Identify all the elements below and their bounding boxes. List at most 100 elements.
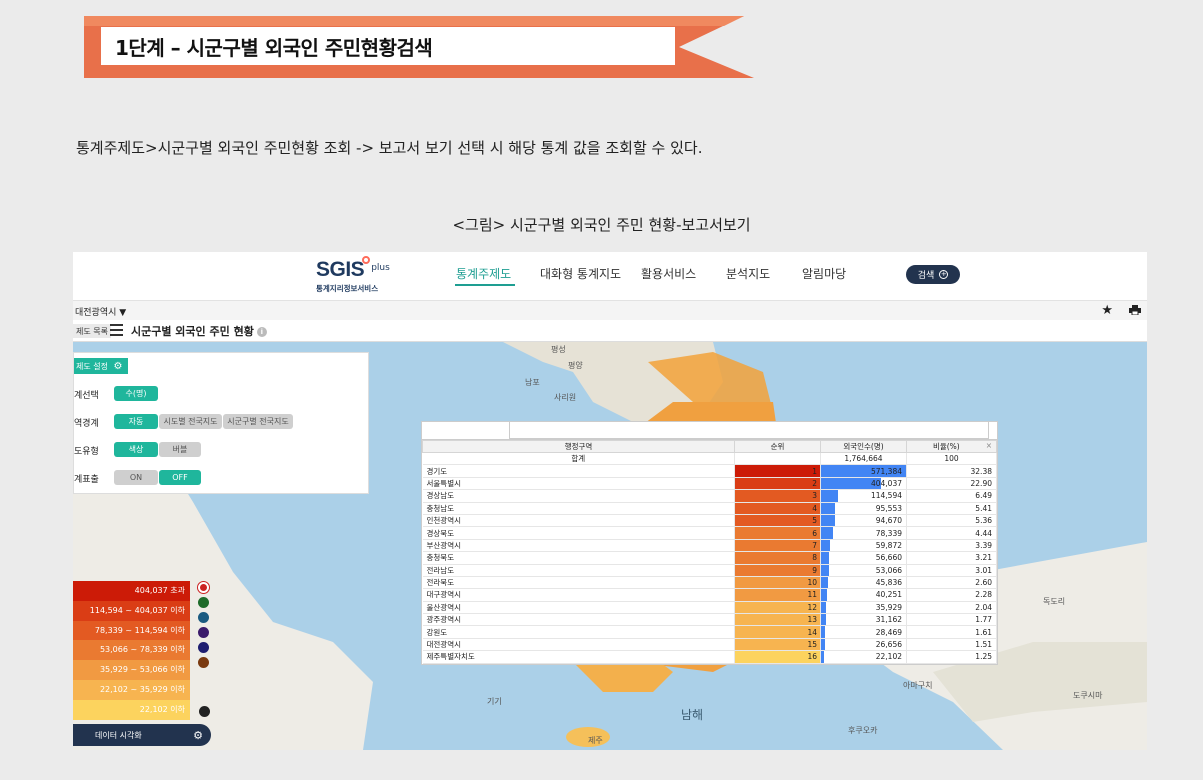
report-panel: 행정구역 순위 외국인수(명) 비율(%) × 합계 1,764,664 100… [421, 421, 998, 665]
total-ratio: 100 [906, 452, 997, 466]
map-list-tab[interactable]: 제도 목록 [73, 324, 111, 338]
ratio-cell: 6.49 [906, 489, 997, 503]
figure-caption: <그림> 시군구별 외국인 주민 현황-보고서보기 [452, 216, 751, 234]
title-bar: 제도 목록 시군구별 외국인 주민 현황 i [73, 320, 1147, 342]
count-value: 114,594 [870, 491, 902, 501]
rank-cell: 12 [734, 601, 821, 615]
count-cell: 114,594 [820, 489, 907, 503]
color-swatch-green[interactable] [198, 597, 209, 608]
rank-cell: 16 [734, 650, 821, 664]
count-bar [821, 651, 825, 663]
total-rank [734, 452, 821, 466]
search-button[interactable]: 검색 + [906, 265, 960, 284]
map-label-namhae: 남해 [681, 708, 704, 722]
count-cell: 571,384 [820, 464, 907, 478]
table-row[interactable]: 제주특별자치도 16 22,102 1.25 [422, 650, 997, 664]
count-bar [821, 614, 826, 626]
chip-bubble[interactable]: 버블 [159, 442, 201, 457]
map-legend: 404,037 초과 114,594 ~ 404,037 이하 78,339 ~… [73, 581, 190, 720]
chip-color[interactable]: 색상 [114, 442, 158, 457]
count-cell: 404,037 [820, 477, 907, 491]
region-cell: 강원도 [422, 625, 735, 639]
count-value: 95,553 [875, 503, 902, 513]
nav-notice[interactable]: 알림마당 [802, 267, 847, 281]
region-cell: 대구광역시 [422, 588, 735, 602]
count-value: 31,162 [875, 615, 902, 625]
table-row[interactable]: 서울특별시 2 404,037 22.90 [422, 477, 997, 491]
info-icon[interactable]: i [256, 327, 267, 337]
region-select[interactable]: 대전광역시 ▼ [75, 308, 127, 318]
sgis-logo[interactable]: SGIS plus 통계지리정보서비스 [316, 256, 390, 294]
nav-services[interactable]: 활용서비스 [641, 267, 697, 281]
count-cell: 45,836 [820, 576, 907, 590]
table-row[interactable]: 인천광역시 5 94,670 5.36 [422, 514, 997, 528]
count-cell: 40,251 [820, 588, 907, 602]
chip-auto[interactable]: 자동 [114, 414, 158, 429]
sgis-screenshot: SGIS plus 통계지리정보서비스 통계주제도 대화형 통계지도 활용서비스 … [73, 252, 1147, 750]
rank-cell: 10 [734, 576, 821, 590]
chip-count[interactable]: 수(명) [114, 386, 158, 401]
table-row[interactable]: 대구광역시 11 40,251 2.28 [422, 588, 997, 602]
count-value: 404,037 [870, 478, 902, 488]
color-swatch-purple[interactable] [198, 627, 209, 638]
chip-on[interactable]: ON [114, 470, 158, 485]
table-row[interactable]: 울산광역시 12 35,929 2.04 [422, 601, 997, 615]
close-icon[interactable]: × [985, 441, 992, 450]
menu-icon[interactable] [110, 324, 123, 336]
count-value: 94,670 [875, 516, 902, 526]
map-label-nampo: 남포 [525, 378, 540, 387]
chip-sigungu-map[interactable]: 시군구별 전국지도 [223, 414, 293, 429]
nav-active-underline [455, 284, 515, 286]
gear-icon[interactable]: ⚙ [113, 361, 123, 372]
star-icon[interactable]: ★ [1101, 303, 1113, 318]
data-visualization-bar[interactable]: 데이터 시각화 ⚙ [73, 724, 211, 746]
region-cell: 경상북도 [422, 526, 735, 540]
table-row[interactable]: 전라남도 9 53,066 3.01 [422, 564, 997, 577]
print-icon[interactable] [1129, 305, 1141, 315]
table-row[interactable]: 충청북도 8 56,660 3.21 [422, 551, 997, 565]
rank-cell: 6 [734, 526, 821, 540]
settings-header: 제도 설정 ⚙ [74, 358, 128, 374]
step-banner: 1단계 – 시군구별 외국인 주민현황검색 [84, 16, 754, 78]
ratio-cell: 2.60 [906, 576, 997, 590]
nav-interactive-map[interactable]: 대화형 통계지도 [540, 267, 622, 281]
table-row[interactable]: 경기도 1 571,384 32.38 [422, 464, 997, 478]
chip-off[interactable]: OFF [159, 470, 201, 485]
plus-circle-icon: + [939, 270, 949, 279]
chip-sido-map[interactable]: 시도별 전국지도 [159, 414, 222, 429]
ratio-cell: 22.90 [906, 477, 997, 491]
color-swatch-navy[interactable] [198, 642, 209, 653]
count-value: 78,339 [875, 528, 902, 538]
top-navigation: SGIS plus 통계지리정보서비스 통계주제도 대화형 통계지도 활용서비스 … [73, 252, 1147, 298]
table-row[interactable]: 부산광역시 7 59,872 3.39 [422, 539, 997, 553]
rank-cell: 14 [734, 625, 821, 639]
count-value: 22,102 [875, 652, 902, 662]
count-bar [821, 490, 838, 502]
color-swatch-red[interactable] [198, 582, 209, 593]
table-row[interactable]: 충청남도 4 95,553 5.41 [422, 502, 997, 515]
ratio-cell: 2.28 [906, 588, 997, 602]
legend-row: 114,594 ~ 404,037 이하 [73, 600, 190, 621]
count-cell: 28,469 [820, 625, 907, 639]
gear-icon[interactable]: ⚙ [193, 728, 203, 742]
region-cell: 충청남도 [422, 502, 735, 515]
settings-title: 제도 설정 [76, 362, 108, 371]
table-row[interactable]: 강원도 14 28,469 1.61 [422, 625, 997, 639]
settings-row-label-stat: 계선택 [74, 391, 99, 401]
rank-cell: 1 [734, 464, 821, 478]
nav-analysis-map[interactable]: 분석지도 [726, 267, 771, 281]
color-swatch-brown[interactable] [198, 657, 209, 668]
count-bar [821, 638, 825, 651]
table-row[interactable]: 전라북도 10 45,836 2.60 [422, 576, 997, 590]
table-row[interactable]: 광주광역시 13 31,162 1.77 [422, 613, 997, 627]
table-row[interactable]: 경상남도 3 114,594 6.49 [422, 489, 997, 503]
map-label-yamaguchi: 아마구치 [903, 681, 933, 690]
color-swatch-teal[interactable] [198, 612, 209, 623]
count-value: 28,469 [875, 627, 902, 637]
nav-thematic-map[interactable]: 통계주제도 [456, 267, 512, 281]
legend-row: 22,102 이하 [73, 699, 190, 720]
table-row[interactable]: 대전광역시 15 26,656 1.51 [422, 638, 997, 652]
map-label-fukuoka: 후쿠오카 [848, 726, 878, 735]
table-row[interactable]: 경상북도 6 78,339 4.44 [422, 526, 997, 540]
legend-reset-icon[interactable] [199, 706, 210, 717]
